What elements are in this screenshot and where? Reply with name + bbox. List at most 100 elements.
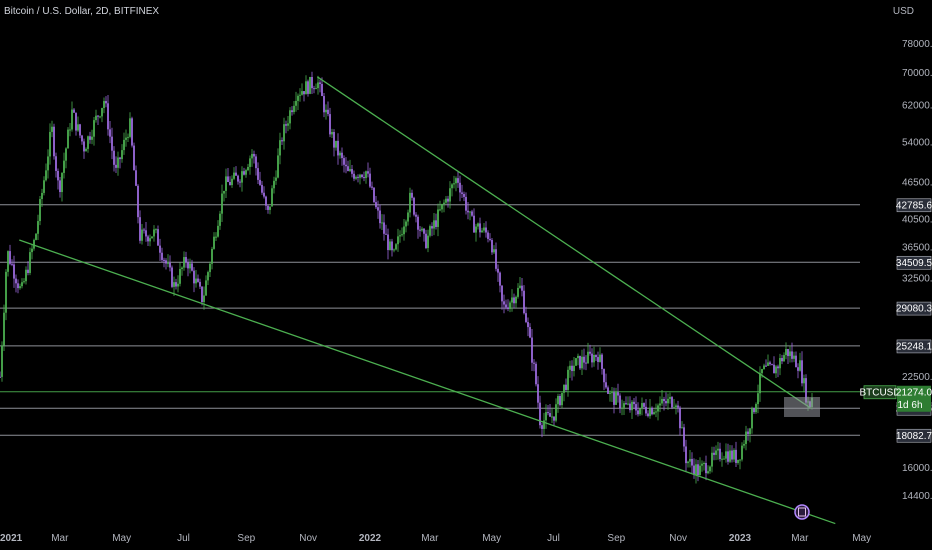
candle-body [773, 364, 775, 374]
candle-body [483, 227, 485, 231]
candle-body [99, 116, 101, 118]
candle-body [657, 405, 659, 412]
candle-body [417, 216, 419, 230]
candle-body [27, 269, 29, 273]
candle-body [129, 118, 131, 137]
level-tag [896, 339, 932, 354]
y-tick-label: 36500.0 [902, 242, 932, 253]
candle-body [395, 244, 397, 250]
candle-body [0, 376, 1, 378]
candle-body [769, 362, 771, 365]
candle-body [615, 392, 617, 405]
candle-body [43, 180, 45, 193]
candle-body [515, 296, 517, 304]
candle-body [419, 229, 421, 231]
candle-body [299, 94, 301, 96]
candle-body [23, 281, 25, 283]
candle-body [225, 176, 227, 191]
candle-body [307, 81, 309, 94]
candle-body [361, 174, 363, 178]
candle-body [191, 263, 193, 271]
candle-body [535, 363, 537, 385]
candle-body [581, 356, 583, 369]
candle-body [511, 297, 513, 303]
candle-body [613, 392, 615, 405]
candle-body [525, 313, 527, 323]
candle-body [5, 271, 7, 313]
candle-body [427, 235, 429, 249]
candle-body [385, 233, 387, 235]
x-tick-label: Jul [547, 533, 560, 544]
candle-body [93, 120, 95, 137]
candle-body [231, 178, 233, 186]
candle-body [485, 227, 487, 233]
candle-body [435, 220, 437, 227]
y-tick-label: 70000.0 [902, 68, 932, 79]
candle-body [183, 257, 185, 268]
candle-body [391, 241, 393, 251]
candle-body [37, 221, 39, 234]
candle-body [39, 199, 41, 222]
y-tick-label: 40500.0 [902, 214, 932, 225]
candle-body [645, 406, 647, 414]
candle-body [119, 157, 121, 160]
candle-body [169, 262, 171, 268]
candle-body [597, 357, 599, 362]
candle-body [175, 282, 177, 287]
candle-body [439, 209, 441, 211]
candle-body [531, 337, 533, 363]
y-tick-label: 62000.0 [902, 100, 932, 111]
candle-body [261, 184, 263, 193]
candle-body [623, 403, 625, 408]
candle-body [783, 355, 785, 362]
candle-body [451, 184, 453, 189]
candle-body [107, 103, 109, 130]
candle-body [479, 223, 481, 233]
candle-body [679, 407, 681, 429]
x-tick-label: May [112, 533, 131, 544]
x-tick-label: May [482, 533, 501, 544]
candle-body [109, 129, 111, 137]
candle-body [573, 365, 575, 372]
level-tag [896, 301, 932, 316]
candle-body [629, 403, 631, 411]
candle-body [59, 180, 61, 193]
candle-body [635, 404, 637, 411]
candle-body [717, 448, 719, 451]
candle-body [587, 351, 589, 364]
candle-body [421, 228, 423, 231]
candle-body [329, 114, 331, 135]
candle-body [163, 259, 165, 261]
candle-body [663, 398, 665, 402]
candle-body [567, 369, 569, 390]
candle-body [609, 392, 611, 394]
candle-body [685, 446, 687, 464]
level-label: 18082.7 [896, 431, 932, 442]
candle-body [141, 229, 143, 241]
candle-body [649, 407, 651, 417]
candle-body [103, 101, 105, 109]
candle-body [595, 354, 597, 358]
candles [0, 71, 813, 484]
candle-body [693, 465, 695, 476]
candle-body [353, 173, 355, 179]
candle-body [561, 392, 563, 406]
candle-body [81, 135, 83, 142]
candle-body [745, 431, 747, 444]
candle-body [375, 202, 377, 208]
candle-body [85, 148, 87, 152]
candle-body [753, 408, 755, 413]
candle-body [111, 136, 113, 151]
candle-body [737, 459, 739, 463]
candle-body [17, 283, 19, 289]
candle-body [577, 355, 579, 359]
candle-body [381, 222, 383, 224]
candle-body [747, 431, 749, 435]
candle-body [145, 230, 147, 237]
candle-body [627, 403, 629, 405]
candle-body [803, 378, 805, 384]
candle-body [495, 249, 497, 269]
candle-body [173, 282, 175, 287]
candle-body [165, 260, 167, 264]
